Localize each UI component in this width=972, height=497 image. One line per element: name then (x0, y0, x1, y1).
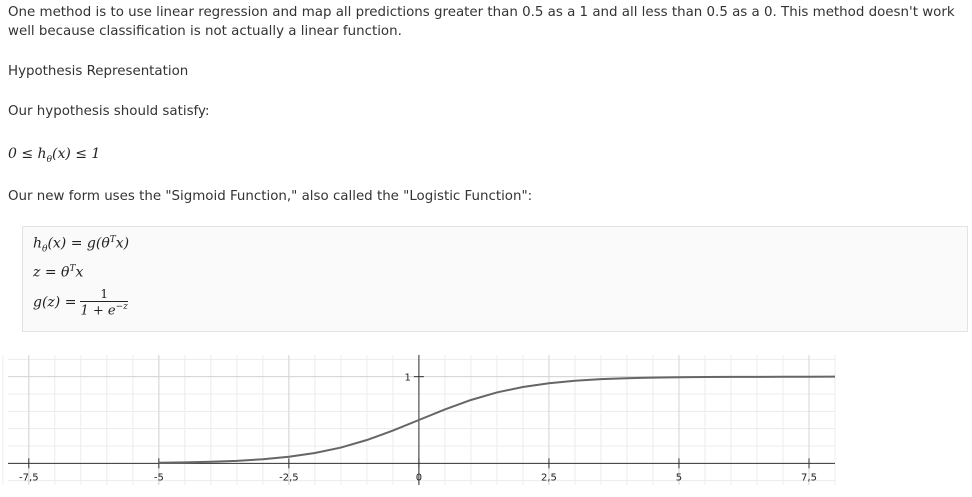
heading: Hypothesis Representation (8, 64, 189, 79)
x-tick-label: -2,5 (279, 472, 299, 483)
math-text: (x) ≤ 1 (51, 146, 101, 162)
math-text: x) (115, 235, 130, 252)
paragraph: Our hypothesis should satisfy: (8, 104, 210, 119)
math-text: z = θ (33, 264, 70, 281)
denominator: 1 + e−z (80, 302, 127, 318)
math-sub: θ (46, 154, 52, 165)
x-tick-label: 7,5 (801, 472, 817, 483)
numerator: 1 (80, 287, 128, 302)
formula: g(z) = 1 1 + e−z (33, 287, 128, 318)
math-text: g(z) = (33, 294, 77, 311)
formula: 0 ≤ hθ(x) ≤ 1 (8, 146, 100, 165)
formula: z = θTx (33, 264, 83, 281)
math-text: 1 + e (80, 303, 116, 319)
x-tick-label: -5 (154, 472, 164, 483)
paragraph: One method is to use linear regression a… (8, 5, 955, 39)
math-text: 0 ≤ h (8, 146, 47, 162)
math-sup: T (109, 235, 116, 245)
chart: -7,5-5-2,502,557,51 (2, 355, 836, 485)
math-sup: −z (115, 302, 128, 312)
x-tick-label: -7,5 (19, 472, 39, 483)
y-tick-label: 1 (405, 373, 411, 384)
x-tick-label: 5 (676, 472, 682, 483)
formula-box: hθ(x) = g(θTx) z = θTx g(z) = 1 1 + e−z (22, 226, 968, 332)
paragraph: Our new form uses the "Sigmoid Function,… (8, 189, 533, 204)
formula: hθ(x) = g(θTx) (33, 235, 129, 254)
x-tick-label: 2,5 (541, 472, 557, 483)
math-sup: T (69, 264, 76, 274)
math-sub: θ (42, 244, 48, 255)
math-text: h (33, 235, 43, 252)
math-text: x (75, 264, 84, 281)
curve (158, 375, 836, 464)
math-text: (x) = g(θ (47, 235, 110, 252)
